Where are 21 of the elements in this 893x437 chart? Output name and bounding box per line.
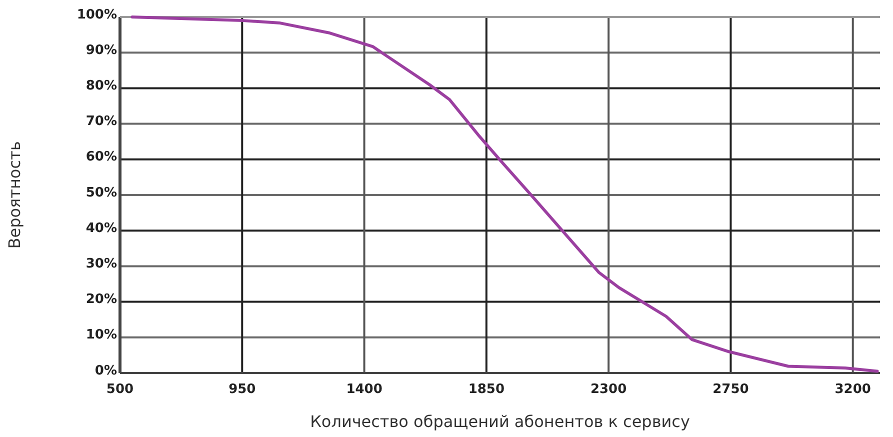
x-tick-label: 3200 xyxy=(834,382,871,397)
y-tick-label: 0% xyxy=(94,363,117,378)
x-tick-label: 1400 xyxy=(346,382,382,397)
y-tick-label: 80% xyxy=(86,78,117,94)
y-tick-label: 20% xyxy=(86,292,117,308)
y-tick-label: 70% xyxy=(86,114,117,130)
x-tick-label: 950 xyxy=(228,382,256,397)
line-series xyxy=(130,16,879,373)
x-tick-label: 2300 xyxy=(590,382,627,397)
y-tick-label: 40% xyxy=(86,220,117,236)
y-axis-title: Вероятность xyxy=(5,141,24,249)
x-tick-label: 2750 xyxy=(712,382,749,397)
y-tick-label: 30% xyxy=(86,256,117,272)
x-tick-label: 1850 xyxy=(468,382,505,397)
x-axis-title: Количество обращений абонентов к сервису xyxy=(310,412,690,431)
y-tick-label: 60% xyxy=(86,150,117,165)
y-tick-label: 50% xyxy=(86,185,117,200)
y-tick-label: 10% xyxy=(86,328,117,343)
x-tick-label: 500 xyxy=(106,382,134,397)
y-tick-label: 90% xyxy=(86,42,117,58)
y-tick-label: 100% xyxy=(76,7,117,22)
